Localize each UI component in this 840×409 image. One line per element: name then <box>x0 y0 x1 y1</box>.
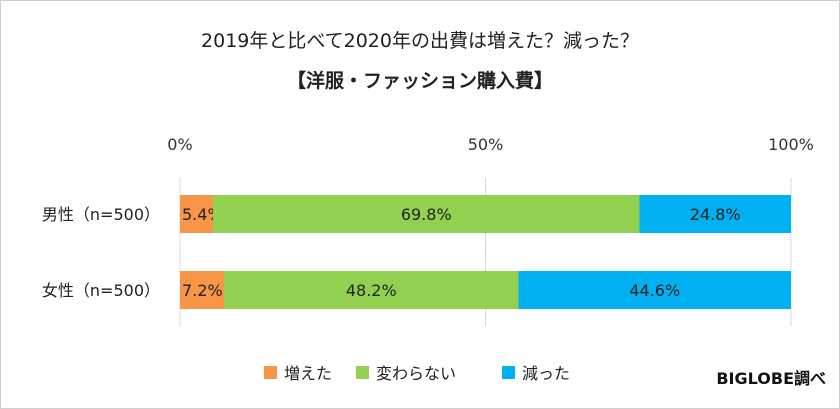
legend-label: 増えた <box>284 364 332 383</box>
chart-subtitle: 【洋服・ファッション購入費】 <box>286 70 553 92</box>
bar-segment <box>223 271 519 309</box>
bar-segment <box>212 195 640 233</box>
x-tick-label: 0% <box>167 135 192 154</box>
source-credit: BIGLOBE調べ <box>716 369 826 388</box>
legend-swatch <box>356 366 369 379</box>
legend-label: 減った <box>522 364 570 383</box>
data-label: 24.8% <box>690 205 741 224</box>
data-label: 7.2% <box>182 281 223 300</box>
legend-label: 変わらない <box>376 364 456 383</box>
bar-segment <box>639 195 791 233</box>
data-label: 48.2% <box>346 281 397 300</box>
x-tick-label: 100% <box>768 135 814 154</box>
bar-segment <box>180 195 213 233</box>
bar-segment <box>518 271 791 309</box>
legend-swatch <box>264 366 277 379</box>
data-label: 44.6% <box>629 281 680 300</box>
chart-title: 2019年と比べて2020年の出費は増えた？減った？ <box>201 30 639 52</box>
category-label: 女性（n=500） <box>42 281 160 300</box>
x-tick-label: 50% <box>468 135 504 154</box>
data-label: 5.4% <box>182 205 223 224</box>
legend-swatch <box>502 366 515 379</box>
data-label: 69.8% <box>401 205 452 224</box>
category-label: 男性（n=500） <box>42 205 160 224</box>
bar-segment <box>180 271 224 309</box>
